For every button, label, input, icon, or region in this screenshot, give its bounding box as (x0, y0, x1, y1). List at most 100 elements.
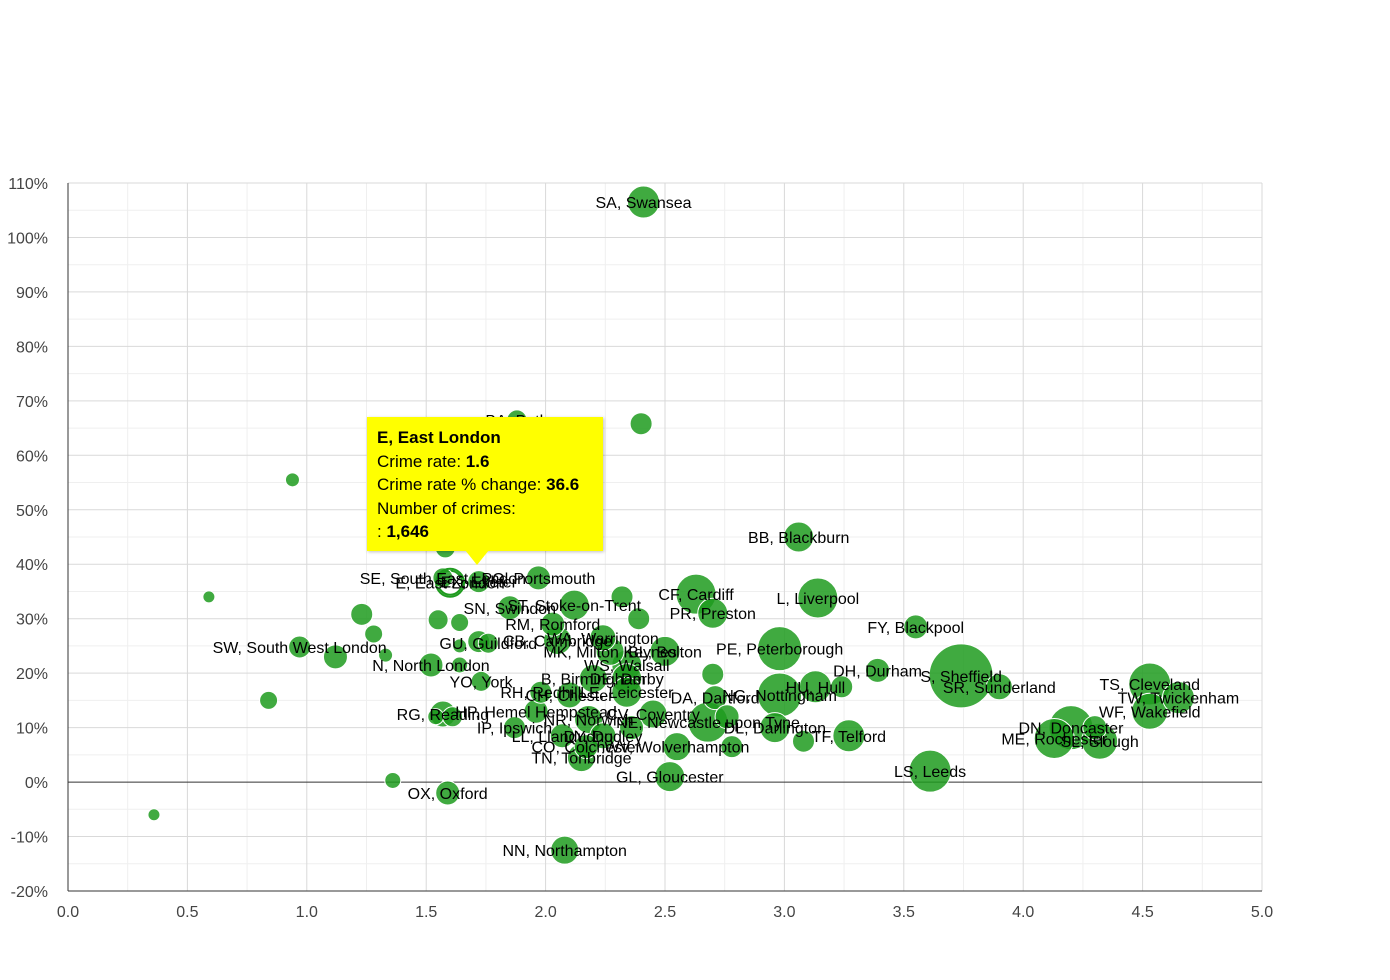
bubble (697, 597, 729, 629)
x-tick-label: 3.0 (773, 904, 795, 921)
bubble (1161, 681, 1195, 715)
tooltip-rate-row: Crime rate: 1.6 (377, 450, 593, 474)
bubble (550, 835, 580, 865)
bubble (759, 712, 791, 744)
bubble (629, 412, 653, 436)
bubble (578, 664, 608, 694)
bubble-label: ME, Rochester (1001, 732, 1107, 749)
bubble (427, 609, 449, 631)
bubble (432, 567, 454, 589)
bubble-label: NR, Norwich (544, 712, 634, 729)
bubble (792, 729, 816, 753)
bubble-label: HP, Hemel Hempstead (455, 704, 617, 721)
bubble-label: SA, Swansea (595, 195, 691, 212)
bubble (558, 589, 590, 621)
bubble (350, 602, 374, 626)
bubble-label: WV, Wolverhampton (604, 740, 749, 757)
bubble (450, 613, 470, 633)
x-tick-label: 4.0 (1012, 904, 1034, 921)
bubble-label: MK, Milton Keynes (543, 644, 676, 661)
bubble (654, 761, 686, 793)
x-tick-label: 0.0 (57, 904, 79, 921)
bubble-label: EX, Exeter (440, 575, 517, 592)
bubble-label: LS, Leeds (894, 764, 966, 781)
bubble (589, 624, 617, 652)
tooltip: E, East London Crime rate: 1.6 Crime rat… (367, 417, 603, 551)
bubble (435, 780, 461, 806)
bubble-label: WS, Walsall (584, 658, 670, 675)
bubble (610, 585, 634, 609)
bubble-label: B, Birmingham (541, 672, 646, 689)
bubble-label: N, North London (372, 658, 489, 675)
bubble (259, 690, 279, 710)
bubble (627, 185, 661, 219)
y-tick-label: 110% (8, 176, 48, 193)
tooltip-rate-label: Crime rate: (377, 451, 466, 471)
bubble (985, 673, 1013, 701)
bubble-label: YO, York (450, 674, 514, 691)
tooltip-change-row: Crime rate % change: 36.6 (377, 473, 593, 497)
bubble (619, 715, 645, 741)
bubble (497, 595, 523, 621)
bubble-label: SR, Sunderland (943, 680, 1056, 697)
bubble-label: NN, Northampton (502, 843, 627, 860)
bubble (611, 676, 643, 708)
bubble-label: LE, Leicester (580, 685, 674, 702)
bubble-label: ST, Stoke-on-Trent (507, 598, 641, 615)
tooltip-rate-value: 1.6 (465, 451, 490, 471)
bubble (470, 670, 492, 692)
bubble (322, 644, 348, 670)
x-tick-label: 5.0 (1251, 904, 1273, 921)
bubble (427, 708, 445, 726)
bubble (638, 699, 668, 729)
bubble-label: RG, Reading (397, 707, 490, 724)
x-tick-label: 4.5 (1131, 904, 1153, 921)
bubble-label: SE, South East London (360, 571, 526, 588)
bubble-label: CH, Chester (525, 688, 614, 705)
bubble (364, 624, 384, 644)
bubble-label: TS, Cleveland (1100, 677, 1201, 694)
bubble (701, 662, 725, 686)
x-tick-label: 2.5 (654, 904, 676, 921)
bubble (202, 590, 216, 604)
bubble-label: WA, Warrington (547, 631, 659, 648)
bubble (467, 570, 491, 594)
bubble (540, 611, 566, 637)
y-tick-label: -10% (11, 830, 48, 847)
x-tick-label: 1.0 (296, 904, 318, 921)
bubble (783, 521, 815, 553)
y-tick-label: 90% (16, 285, 48, 302)
bubble-label: LL, Llandudno (512, 729, 614, 746)
y-tick-label: 50% (16, 503, 48, 520)
bubble (865, 657, 891, 683)
bubble (418, 652, 444, 678)
bubble (714, 704, 740, 730)
bubble-label: PE, Peterborough (716, 642, 843, 659)
bubble (284, 472, 300, 488)
y-tick-label: 40% (16, 557, 48, 574)
y-tick-label: 30% (16, 612, 48, 629)
bubble (1033, 718, 1075, 760)
x-tick-label: 1.5 (415, 904, 437, 921)
bubble (832, 719, 866, 753)
tooltip-count-label: Number of crimes: (377, 498, 516, 518)
bubble-label: NG, Nottingham (722, 688, 837, 705)
bubble-label: PR, Preston (670, 606, 756, 623)
bubble-label: DA, Dartford (671, 691, 760, 708)
axes (67, 183, 1262, 892)
bubble (147, 808, 161, 822)
bubble-label: IP, Ipswich (477, 721, 552, 738)
bubble (1082, 715, 1108, 741)
bubble-label: GU, Guildford (439, 636, 537, 653)
bubble (384, 771, 402, 789)
bubble-label: DY, Dudley (563, 729, 642, 746)
bubble-label: FY, Blackpool (867, 620, 964, 637)
bubble-label: S, Sheffield (920, 669, 1002, 686)
bubble-label: SL, Slough (1060, 734, 1138, 751)
bubble (549, 723, 575, 749)
y-tick-label: -20% (11, 884, 48, 901)
x-tick-label: 2.0 (534, 904, 556, 921)
y-tick-label: 60% (16, 448, 48, 465)
